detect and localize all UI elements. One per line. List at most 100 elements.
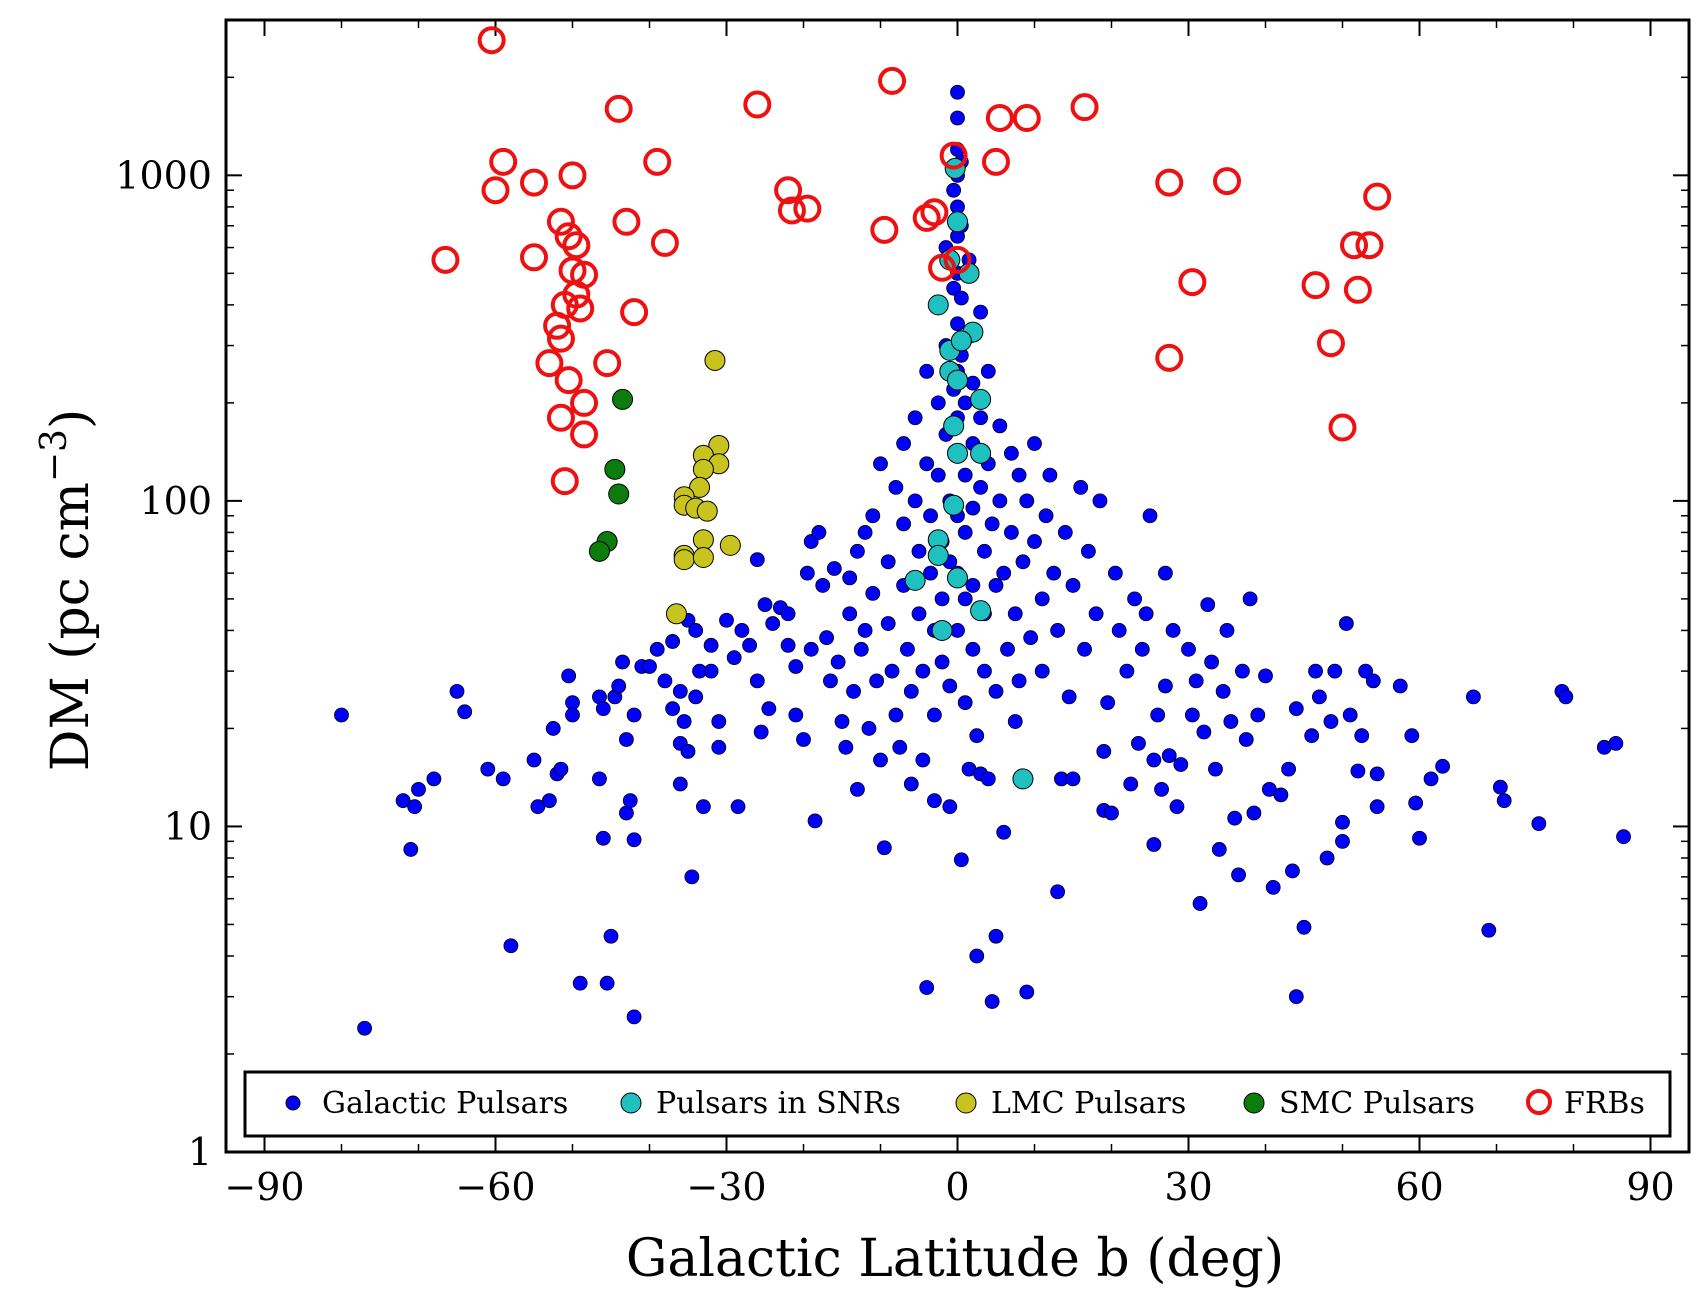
point-pulsars-in-snrs xyxy=(1012,768,1034,790)
point-pulsars-in-snrs xyxy=(927,294,949,316)
point-galactic-pulsars xyxy=(988,683,1004,699)
point-galactic-pulsars xyxy=(977,543,992,559)
point-pulsars-in-snrs xyxy=(947,442,968,464)
point-galactic-pulsars xyxy=(1161,748,1177,764)
point-galactic-pulsars xyxy=(819,630,834,646)
point-galactic-pulsars xyxy=(1042,467,1058,483)
point-frbs xyxy=(620,298,649,327)
point-galactic-pulsars xyxy=(684,869,700,885)
point-galactic-pulsars xyxy=(957,695,973,711)
point-galactic-pulsars xyxy=(823,673,838,689)
point-galactic-pulsars xyxy=(1423,771,1439,787)
point-galactic-pulsars xyxy=(1338,616,1354,631)
point-galactic-pulsars xyxy=(811,525,827,540)
point-galactic-pulsars xyxy=(1146,837,1162,852)
point-galactic-pulsars xyxy=(619,805,634,821)
point-galactic-pulsars xyxy=(761,701,777,717)
point-frbs xyxy=(1363,182,1392,211)
point-frbs xyxy=(520,243,548,272)
point-galactic-pulsars xyxy=(1158,565,1173,581)
point-frbs xyxy=(550,467,579,496)
point-galactic-pulsars xyxy=(561,668,577,684)
point-galactic-pulsars xyxy=(1281,761,1296,777)
point-galactic-pulsars xyxy=(973,480,988,495)
point-galactic-pulsars xyxy=(850,543,865,559)
point-galactic-pulsars xyxy=(919,456,935,472)
point-frbs xyxy=(546,403,575,432)
point-galactic-pulsars xyxy=(1288,989,1304,1005)
point-galactic-pulsars xyxy=(1000,641,1015,657)
point-galactic-pulsars xyxy=(757,597,773,613)
point-frbs xyxy=(489,147,518,176)
x-tick-label: 0 xyxy=(945,1165,969,1209)
point-galactic-pulsars xyxy=(1496,793,1512,809)
point-galactic-pulsars xyxy=(799,565,815,581)
point-galactic-pulsars xyxy=(919,363,935,379)
point-galactic-pulsars xyxy=(1015,554,1031,570)
point-galactic-pulsars xyxy=(1492,779,1508,795)
point-galactic-pulsars xyxy=(1150,707,1166,723)
point-galactic-pulsars xyxy=(1007,606,1023,622)
point-galactic-pulsars xyxy=(1531,816,1547,832)
point-galactic-pulsars xyxy=(626,1009,642,1025)
point-galactic-pulsars xyxy=(915,752,931,768)
point-galactic-pulsars xyxy=(411,781,426,797)
point-galactic-pulsars xyxy=(957,525,973,540)
point-galactic-pulsars xyxy=(1057,525,1073,540)
point-galactic-pulsars xyxy=(711,739,727,755)
legend-marker-lmc-pulsars xyxy=(955,1092,977,1114)
point-frbs xyxy=(431,245,460,274)
y-tick-labels: 1 10 100 1000 xyxy=(115,153,212,1174)
point-galactic-pulsars xyxy=(626,832,642,848)
point-galactic-pulsars xyxy=(865,508,881,524)
point-galactic-pulsars xyxy=(395,793,411,809)
point-galactic-pulsars xyxy=(1358,663,1373,679)
point-galactic-pulsars xyxy=(1408,795,1424,811)
point-galactic-pulsars xyxy=(753,724,769,740)
point-galactic-pulsars xyxy=(526,752,542,768)
svg-text:DM (pc cm−3): DM (pc cm−3) xyxy=(34,409,101,772)
point-galactic-pulsars xyxy=(953,852,969,868)
point-frbs xyxy=(481,176,510,205)
point-galactic-pulsars xyxy=(842,606,858,622)
legend-marker-smc-pulsars xyxy=(1243,1092,1265,1114)
point-frbs xyxy=(774,176,803,205)
point-galactic-pulsars xyxy=(1285,863,1300,879)
point-galactic-pulsars xyxy=(1288,701,1304,717)
point-galactic-pulsars xyxy=(749,673,765,689)
point-galactic-pulsars xyxy=(826,561,842,576)
point-galactic-pulsars xyxy=(996,565,1012,581)
point-pulsars-in-snrs xyxy=(947,211,968,233)
point-galactic-pulsars xyxy=(923,565,938,581)
point-lmc-pulsars xyxy=(692,547,714,569)
point-galactic-pulsars xyxy=(1169,799,1185,815)
point-galactic-pulsars xyxy=(426,771,442,787)
point-galactic-pulsars xyxy=(719,612,734,628)
plot-frame xyxy=(224,18,1691,1154)
point-galactic-pulsars xyxy=(1312,689,1327,705)
point-galactic-pulsars xyxy=(1100,695,1116,711)
point-pulsars-in-snrs xyxy=(947,369,968,391)
point-galactic-pulsars xyxy=(542,793,557,809)
point-galactic-pulsars xyxy=(934,654,950,670)
point-galactic-pulsars xyxy=(1019,493,1035,509)
point-galactic-pulsars xyxy=(865,585,881,601)
point-galactic-pulsars xyxy=(927,707,942,723)
legend-label-frbs: FRBs xyxy=(1564,1086,1645,1121)
point-galactic-pulsars xyxy=(1616,829,1631,845)
point-galactic-pulsars xyxy=(857,623,873,638)
point-frbs xyxy=(1012,104,1041,133)
point-galactic-pulsars xyxy=(846,683,861,699)
point-galactic-pulsars xyxy=(1192,896,1208,911)
point-galactic-pulsars xyxy=(853,641,869,657)
point-galactic-pulsars xyxy=(711,714,727,729)
point-galactic-pulsars xyxy=(1065,578,1081,593)
y-tick-label: 100 xyxy=(139,479,212,523)
point-galactic-pulsars xyxy=(992,418,1008,434)
point-galactic-pulsars xyxy=(934,591,950,607)
point-frbs xyxy=(1301,271,1330,300)
point-galactic-pulsars xyxy=(688,623,704,638)
point-galactic-pulsars xyxy=(896,436,911,451)
point-galactic-pulsars xyxy=(984,516,1000,532)
point-galactic-pulsars xyxy=(619,732,634,747)
